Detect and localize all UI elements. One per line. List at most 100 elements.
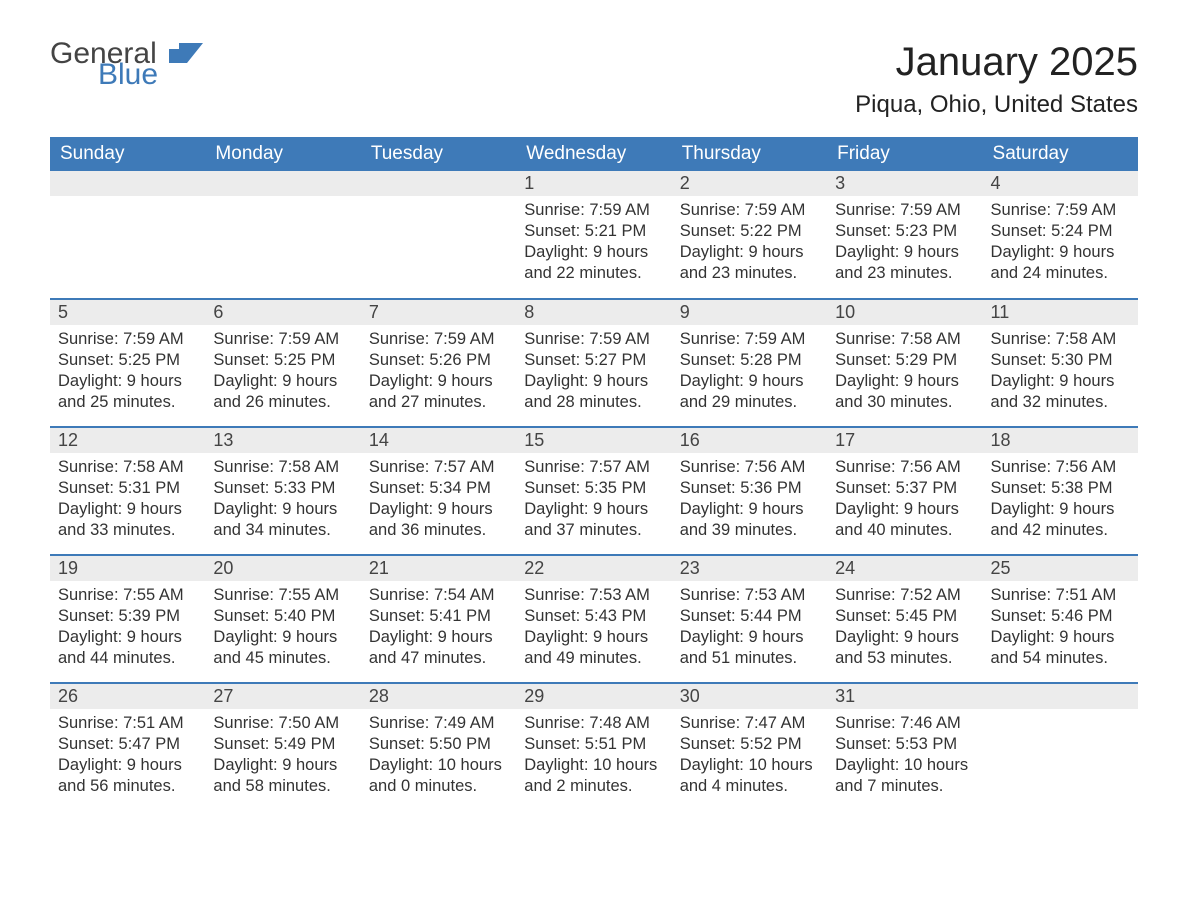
day-details: Sunrise: 7:56 AMSunset: 5:37 PMDaylight:… bbox=[827, 453, 982, 549]
day-number: 5 bbox=[50, 300, 205, 325]
day-number: 31 bbox=[827, 684, 982, 709]
day-number: 2 bbox=[672, 171, 827, 196]
day-number: 8 bbox=[516, 300, 671, 325]
day-details: Sunrise: 7:54 AMSunset: 5:41 PMDaylight:… bbox=[361, 581, 516, 677]
day-details: Sunrise: 7:56 AMSunset: 5:38 PMDaylight:… bbox=[983, 453, 1138, 549]
weekday-header: Saturday bbox=[983, 137, 1138, 171]
day-details: Sunrise: 7:52 AMSunset: 5:45 PMDaylight:… bbox=[827, 581, 982, 677]
calendar-cell: 26Sunrise: 7:51 AMSunset: 5:47 PMDayligh… bbox=[50, 683, 205, 811]
calendar-cell: 15Sunrise: 7:57 AMSunset: 5:35 PMDayligh… bbox=[516, 427, 671, 555]
calendar-cell: 14Sunrise: 7:57 AMSunset: 5:34 PMDayligh… bbox=[361, 427, 516, 555]
day-details: Sunrise: 7:59 AMSunset: 5:25 PMDaylight:… bbox=[50, 325, 205, 421]
day-number: 22 bbox=[516, 556, 671, 581]
day-details: Sunrise: 7:58 AMSunset: 5:29 PMDaylight:… bbox=[827, 325, 982, 421]
calendar-table: SundayMondayTuesdayWednesdayThursdayFrid… bbox=[50, 137, 1138, 811]
calendar-cell: 6Sunrise: 7:59 AMSunset: 5:25 PMDaylight… bbox=[205, 299, 360, 427]
day-details: Sunrise: 7:53 AMSunset: 5:43 PMDaylight:… bbox=[516, 581, 671, 677]
weekday-header: Tuesday bbox=[361, 137, 516, 171]
day-details: Sunrise: 7:58 AMSunset: 5:30 PMDaylight:… bbox=[983, 325, 1138, 421]
day-number: 16 bbox=[672, 428, 827, 453]
calendar-cell: 13Sunrise: 7:58 AMSunset: 5:33 PMDayligh… bbox=[205, 427, 360, 555]
day-details: Sunrise: 7:59 AMSunset: 5:25 PMDaylight:… bbox=[205, 325, 360, 421]
day-number: 28 bbox=[361, 684, 516, 709]
calendar-cell: 20Sunrise: 7:55 AMSunset: 5:40 PMDayligh… bbox=[205, 555, 360, 683]
day-number: 30 bbox=[672, 684, 827, 709]
day-number: 17 bbox=[827, 428, 982, 453]
day-number: 4 bbox=[983, 171, 1138, 196]
day-details: Sunrise: 7:59 AMSunset: 5:27 PMDaylight:… bbox=[516, 325, 671, 421]
calendar-cell bbox=[50, 171, 205, 299]
day-number bbox=[50, 171, 205, 196]
day-number: 11 bbox=[983, 300, 1138, 325]
day-details: Sunrise: 7:55 AMSunset: 5:40 PMDaylight:… bbox=[205, 581, 360, 677]
day-details: Sunrise: 7:59 AMSunset: 5:26 PMDaylight:… bbox=[361, 325, 516, 421]
calendar-cell: 11Sunrise: 7:58 AMSunset: 5:30 PMDayligh… bbox=[983, 299, 1138, 427]
day-number: 1 bbox=[516, 171, 671, 196]
calendar-cell: 22Sunrise: 7:53 AMSunset: 5:43 PMDayligh… bbox=[516, 555, 671, 683]
day-details: Sunrise: 7:51 AMSunset: 5:47 PMDaylight:… bbox=[50, 709, 205, 805]
day-number: 6 bbox=[205, 300, 360, 325]
day-details: Sunrise: 7:59 AMSunset: 5:21 PMDaylight:… bbox=[516, 196, 671, 292]
calendar-cell: 30Sunrise: 7:47 AMSunset: 5:52 PMDayligh… bbox=[672, 683, 827, 811]
day-number: 26 bbox=[50, 684, 205, 709]
day-number: 14 bbox=[361, 428, 516, 453]
calendar-body: 1Sunrise: 7:59 AMSunset: 5:21 PMDaylight… bbox=[50, 171, 1138, 811]
calendar-cell: 1Sunrise: 7:59 AMSunset: 5:21 PMDaylight… bbox=[516, 171, 671, 299]
day-number bbox=[205, 171, 360, 196]
calendar-cell: 25Sunrise: 7:51 AMSunset: 5:46 PMDayligh… bbox=[983, 555, 1138, 683]
day-number: 29 bbox=[516, 684, 671, 709]
day-details: Sunrise: 7:48 AMSunset: 5:51 PMDaylight:… bbox=[516, 709, 671, 805]
day-details: Sunrise: 7:58 AMSunset: 5:33 PMDaylight:… bbox=[205, 453, 360, 549]
day-number: 18 bbox=[983, 428, 1138, 453]
calendar-cell: 29Sunrise: 7:48 AMSunset: 5:51 PMDayligh… bbox=[516, 683, 671, 811]
day-number: 21 bbox=[361, 556, 516, 581]
location-subtitle: Piqua, Ohio, United States bbox=[855, 91, 1138, 119]
header-row: General Blue January 2025 Piqua, Ohio, U… bbox=[50, 40, 1138, 119]
calendar-cell bbox=[205, 171, 360, 299]
calendar-cell: 10Sunrise: 7:58 AMSunset: 5:29 PMDayligh… bbox=[827, 299, 982, 427]
day-number: 9 bbox=[672, 300, 827, 325]
calendar-cell: 16Sunrise: 7:56 AMSunset: 5:36 PMDayligh… bbox=[672, 427, 827, 555]
day-details: Sunrise: 7:56 AMSunset: 5:36 PMDaylight:… bbox=[672, 453, 827, 549]
day-details: Sunrise: 7:47 AMSunset: 5:52 PMDaylight:… bbox=[672, 709, 827, 805]
calendar-cell: 19Sunrise: 7:55 AMSunset: 5:39 PMDayligh… bbox=[50, 555, 205, 683]
day-details: Sunrise: 7:49 AMSunset: 5:50 PMDaylight:… bbox=[361, 709, 516, 805]
day-details: Sunrise: 7:59 AMSunset: 5:22 PMDaylight:… bbox=[672, 196, 827, 292]
calendar-cell: 3Sunrise: 7:59 AMSunset: 5:23 PMDaylight… bbox=[827, 171, 982, 299]
calendar-cell: 2Sunrise: 7:59 AMSunset: 5:22 PMDaylight… bbox=[672, 171, 827, 299]
day-number: 7 bbox=[361, 300, 516, 325]
day-number: 19 bbox=[50, 556, 205, 581]
day-number: 25 bbox=[983, 556, 1138, 581]
day-number: 3 bbox=[827, 171, 982, 196]
calendar-cell: 9Sunrise: 7:59 AMSunset: 5:28 PMDaylight… bbox=[672, 299, 827, 427]
day-number bbox=[983, 684, 1138, 709]
calendar-cell: 18Sunrise: 7:56 AMSunset: 5:38 PMDayligh… bbox=[983, 427, 1138, 555]
weekday-header: Thursday bbox=[672, 137, 827, 171]
day-number bbox=[361, 171, 516, 196]
day-details: Sunrise: 7:59 AMSunset: 5:24 PMDaylight:… bbox=[983, 196, 1138, 292]
calendar-cell: 21Sunrise: 7:54 AMSunset: 5:41 PMDayligh… bbox=[361, 555, 516, 683]
calendar-cell: 17Sunrise: 7:56 AMSunset: 5:37 PMDayligh… bbox=[827, 427, 982, 555]
calendar-cell: 24Sunrise: 7:52 AMSunset: 5:45 PMDayligh… bbox=[827, 555, 982, 683]
calendar-cell: 27Sunrise: 7:50 AMSunset: 5:49 PMDayligh… bbox=[205, 683, 360, 811]
calendar-cell bbox=[983, 683, 1138, 811]
day-number: 23 bbox=[672, 556, 827, 581]
day-number: 10 bbox=[827, 300, 982, 325]
weekday-header: Sunday bbox=[50, 137, 205, 171]
day-details: Sunrise: 7:57 AMSunset: 5:35 PMDaylight:… bbox=[516, 453, 671, 549]
day-number: 24 bbox=[827, 556, 982, 581]
calendar-cell: 7Sunrise: 7:59 AMSunset: 5:26 PMDaylight… bbox=[361, 299, 516, 427]
day-details: Sunrise: 7:51 AMSunset: 5:46 PMDaylight:… bbox=[983, 581, 1138, 677]
day-number: 15 bbox=[516, 428, 671, 453]
weekday-header: Wednesday bbox=[516, 137, 671, 171]
day-details: Sunrise: 7:57 AMSunset: 5:34 PMDaylight:… bbox=[361, 453, 516, 549]
calendar-cell: 5Sunrise: 7:59 AMSunset: 5:25 PMDaylight… bbox=[50, 299, 205, 427]
day-details: Sunrise: 7:58 AMSunset: 5:31 PMDaylight:… bbox=[50, 453, 205, 549]
day-details: Sunrise: 7:53 AMSunset: 5:44 PMDaylight:… bbox=[672, 581, 827, 677]
calendar-cell: 23Sunrise: 7:53 AMSunset: 5:44 PMDayligh… bbox=[672, 555, 827, 683]
calendar-cell: 4Sunrise: 7:59 AMSunset: 5:24 PMDaylight… bbox=[983, 171, 1138, 299]
brand-logo: General Blue bbox=[50, 40, 203, 88]
calendar-header: SundayMondayTuesdayWednesdayThursdayFrid… bbox=[50, 137, 1138, 171]
calendar-cell: 8Sunrise: 7:59 AMSunset: 5:27 PMDaylight… bbox=[516, 299, 671, 427]
day-number: 12 bbox=[50, 428, 205, 453]
